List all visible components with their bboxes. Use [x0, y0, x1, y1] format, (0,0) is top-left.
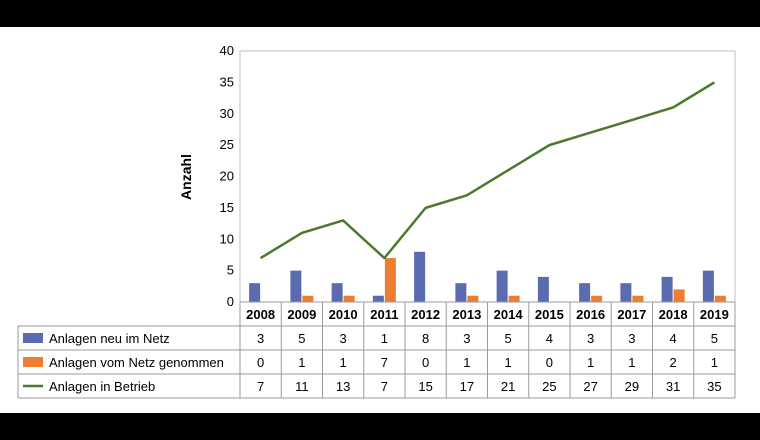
legend-key	[23, 357, 43, 367]
table-cell: 5	[711, 331, 718, 346]
x-tick-label: 2015	[535, 307, 564, 322]
x-tick-label: 2011	[370, 307, 398, 322]
bar	[632, 295, 644, 302]
table-cell: 7	[257, 379, 264, 394]
bar	[620, 283, 632, 302]
bar	[331, 283, 343, 302]
table-cell: 1	[298, 355, 305, 370]
x-tick-label: 2017	[617, 307, 646, 322]
bar	[661, 276, 673, 302]
bar	[290, 270, 302, 302]
bar	[455, 283, 467, 302]
table-cell: 0	[257, 355, 264, 370]
table-cell: 35	[707, 379, 721, 394]
legend-key	[23, 333, 43, 343]
x-tick-label: 2013	[452, 307, 481, 322]
y-tick-label: 0	[227, 294, 234, 309]
table-cell: 8	[422, 331, 429, 346]
bar	[249, 283, 261, 302]
bar	[384, 258, 396, 302]
table-cell: 3	[257, 331, 264, 346]
y-axis-title: Anzahl	[178, 154, 194, 200]
table-cell: 21	[501, 379, 515, 394]
data-table: 2008 2009 2010 2011 2012 2013 2014 2015 2016 2017…	[17, 301, 736, 399]
plot-area: 0 5 10 15 20 25 30 35 40	[220, 43, 736, 309]
table-cell: 29	[625, 379, 639, 394]
legend-label: Anlagen vom Netz genommen	[49, 355, 224, 370]
x-tick-label: 2012	[411, 307, 440, 322]
y-tick-label: 10	[220, 231, 234, 246]
x-tick-label: 2019	[700, 307, 729, 322]
y-tick-label: 20	[220, 169, 234, 184]
table-cell: 4	[670, 331, 677, 346]
bar	[579, 283, 591, 302]
y-tick-label: 35	[220, 74, 234, 89]
chart-canvas: 0 5 10 15 20 25 30 35 40 2008 2009 2010 2011 2012 201…	[0, 27, 760, 413]
table-cell: 7	[381, 355, 388, 370]
table-cell: 13	[336, 379, 350, 394]
x-tick-label: 2016	[576, 307, 605, 322]
table-cell: 1	[463, 355, 470, 370]
table-cell: 5	[298, 331, 305, 346]
table-cell: 3	[340, 331, 347, 346]
bar	[372, 295, 384, 302]
plot-frame	[239, 50, 736, 303]
bar	[714, 295, 726, 302]
bar	[702, 270, 714, 302]
table-cell: 3	[463, 331, 470, 346]
table-cell: 5	[505, 331, 512, 346]
table-cell: 0	[422, 355, 429, 370]
x-tick-label: 2014	[494, 307, 524, 322]
bar	[537, 276, 549, 302]
table-cell: 2	[670, 355, 677, 370]
bar	[467, 295, 479, 302]
y-tick-label: 30	[220, 106, 234, 121]
table-cell: 0	[546, 355, 553, 370]
table-cell: 17	[460, 379, 474, 394]
bar	[496, 270, 508, 302]
table-cell: 1	[587, 355, 594, 370]
table-cell: 15	[418, 379, 432, 394]
table-cell: 1	[628, 355, 635, 370]
table-cell: 7	[381, 379, 388, 394]
table-cell: 1	[381, 331, 388, 346]
legend-label: Anlagen in Betrieb	[49, 379, 155, 394]
table-cell: 25	[542, 379, 556, 394]
line-series	[259, 81, 716, 260]
table-cell: 1	[340, 355, 347, 370]
x-tick-label: 2018	[659, 307, 688, 322]
table-cell: 4	[546, 331, 553, 346]
table-cell: 27	[583, 379, 597, 394]
bar	[591, 295, 603, 302]
y-tick-label: 15	[220, 200, 234, 215]
table-cell: 31	[666, 379, 680, 394]
bar	[302, 295, 314, 302]
legend-label: Anlagen neu im Netz	[49, 331, 170, 346]
table-cell: 3	[587, 331, 594, 346]
bar	[414, 251, 426, 302]
table-cell: 3	[628, 331, 635, 346]
table-cell: 11	[295, 379, 309, 394]
bar	[673, 289, 685, 302]
x-tick-label: 2010	[329, 307, 358, 322]
x-tick-label: 2009	[287, 307, 316, 322]
bar	[508, 295, 520, 302]
table-cell: 1	[711, 355, 718, 370]
table-cell: 1	[505, 355, 512, 370]
x-tick-label: 2008	[246, 307, 275, 322]
bar	[343, 295, 355, 302]
y-tick-label: 5	[227, 263, 234, 278]
y-tick-label: 25	[220, 137, 234, 152]
y-tick-label: 40	[220, 43, 234, 58]
